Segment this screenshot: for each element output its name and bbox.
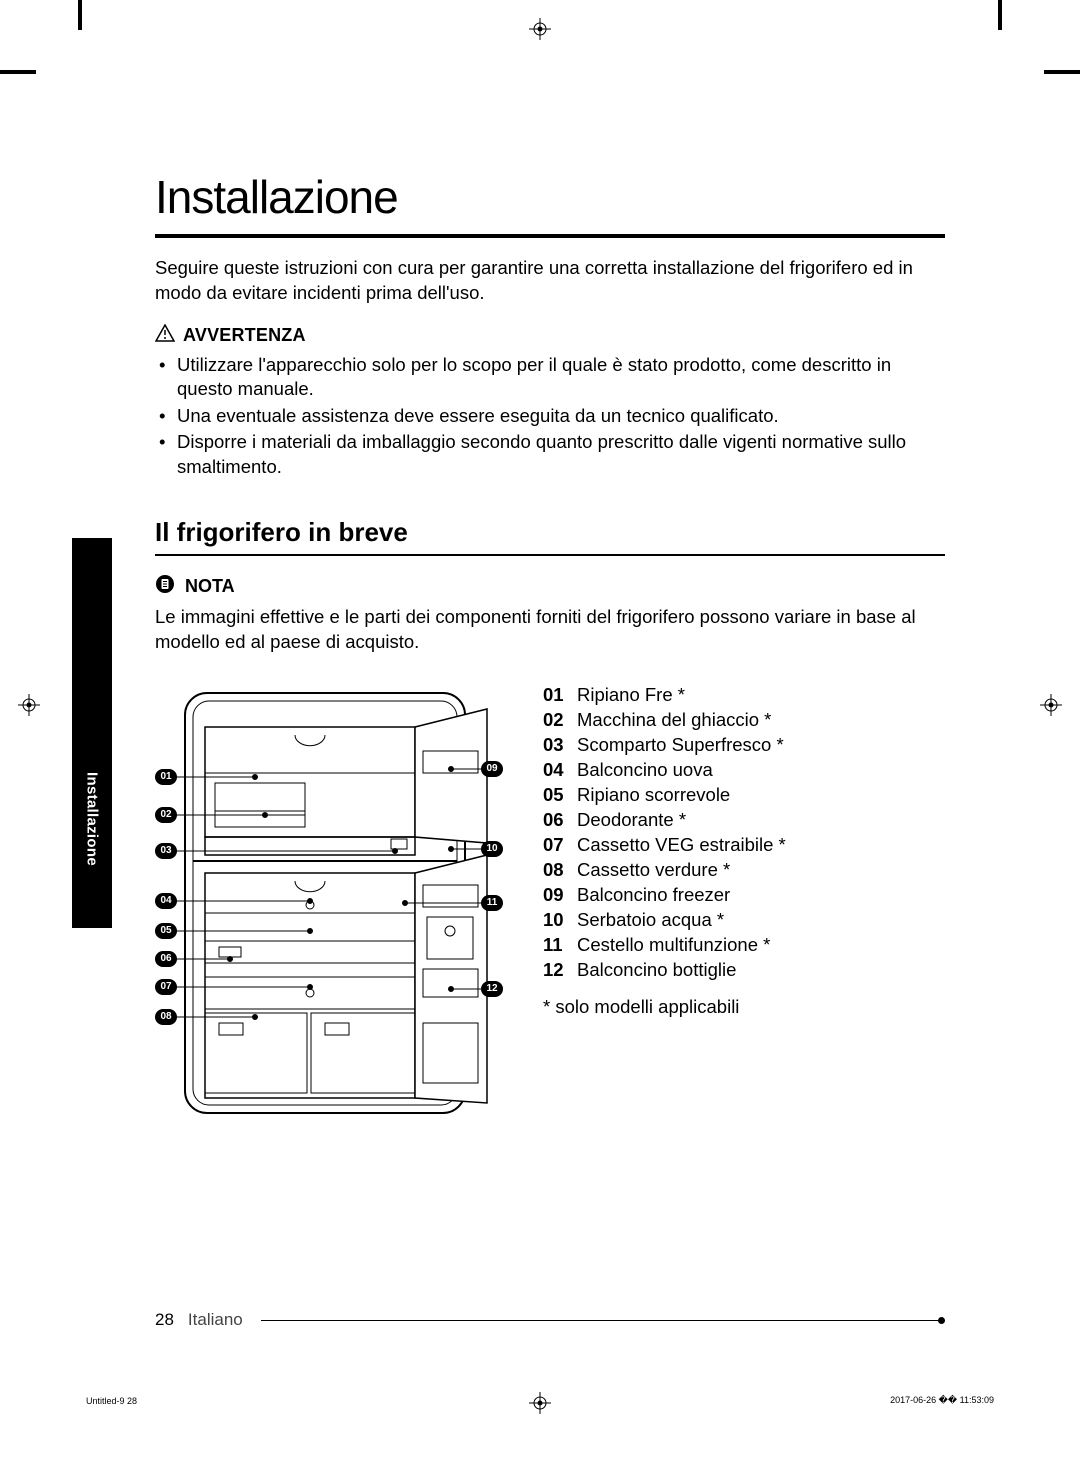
section-rule bbox=[155, 554, 945, 556]
title-rule bbox=[155, 234, 945, 238]
legend-row: 01Ripiano Fre * bbox=[543, 683, 786, 708]
warning-item: Utilizzare l'apparecchio solo per lo sco… bbox=[177, 353, 945, 402]
note-heading: NOTA bbox=[155, 574, 945, 599]
callout-08: 08 bbox=[155, 1009, 177, 1025]
crop-mark bbox=[1044, 70, 1080, 74]
legend-footnote: * solo modelli applicabili bbox=[543, 995, 786, 1020]
legend-row: 05Ripiano scorrevole bbox=[543, 783, 786, 808]
warning-icon bbox=[155, 324, 175, 347]
legend-row: 11Cestello multifunzione * bbox=[543, 933, 786, 958]
fridge-diagram: 01 02 03 04 05 06 07 08 09 10 11 12 bbox=[155, 683, 495, 1123]
legend-row: 03Scomparto Superfresco * bbox=[543, 733, 786, 758]
legend-row: 04Balconcino uova bbox=[543, 758, 786, 783]
warning-item: Una eventuale assistenza deve essere ese… bbox=[177, 404, 945, 428]
callout-03: 03 bbox=[155, 843, 177, 859]
callout-12: 12 bbox=[481, 981, 503, 997]
warning-list: Utilizzare l'apparecchio solo per lo sco… bbox=[155, 353, 945, 479]
section-heading: Il frigorifero in breve bbox=[155, 517, 945, 548]
legend-row: 06Deodorante * bbox=[543, 808, 786, 833]
crop-mark bbox=[0, 70, 36, 74]
registration-mark-top bbox=[529, 18, 551, 40]
callout-04: 04 bbox=[155, 893, 177, 909]
side-tab: Installazione bbox=[72, 538, 112, 928]
warning-item: Disporre i materiali da imballaggio seco… bbox=[177, 430, 945, 479]
callout-06: 06 bbox=[155, 951, 177, 967]
page-language: Italiano bbox=[188, 1310, 243, 1330]
page-title: Installazione bbox=[155, 170, 945, 224]
legend: 01Ripiano Fre * 02Macchina del ghiaccio … bbox=[543, 683, 786, 1123]
note-text: Le immagini effettive e le parti dei com… bbox=[155, 605, 945, 655]
legend-row: 07Cassetto VEG estraibile * bbox=[543, 833, 786, 858]
legend-row: 02Macchina del ghiaccio * bbox=[543, 708, 786, 733]
note-icon bbox=[155, 574, 175, 599]
note-label: NOTA bbox=[185, 576, 235, 597]
page-number: 28 bbox=[155, 1310, 174, 1330]
registration-mark-bottom bbox=[529, 1392, 551, 1414]
callout-01: 01 bbox=[155, 769, 177, 785]
legend-row: 08Cassetto verdure * bbox=[543, 858, 786, 883]
registration-mark-right bbox=[1040, 694, 1062, 716]
page-content: Installazione Seguire queste istruzioni … bbox=[155, 170, 945, 1123]
legend-row: 09Balconcino freezer bbox=[543, 883, 786, 908]
intro-text: Seguire queste istruzioni con cura per g… bbox=[155, 256, 945, 306]
meta-left: Untitled-9 28 bbox=[86, 1396, 137, 1406]
footer-rule bbox=[261, 1320, 945, 1321]
callout-05: 05 bbox=[155, 923, 177, 939]
side-tab-label: Installazione bbox=[84, 772, 101, 866]
page-footer: 28 Italiano bbox=[155, 1310, 945, 1330]
callout-02: 02 bbox=[155, 807, 177, 823]
crop-mark bbox=[998, 0, 1002, 30]
warning-heading: AVVERTENZA bbox=[155, 324, 945, 347]
callout-11: 11 bbox=[481, 895, 503, 911]
legend-row: 12Balconcino bottiglie bbox=[543, 958, 786, 983]
warning-label: AVVERTENZA bbox=[183, 325, 306, 346]
registration-mark-left bbox=[18, 694, 40, 716]
callout-10: 10 bbox=[481, 841, 503, 857]
meta-right: 2017-06-26 �� 11:53:09 bbox=[890, 1395, 994, 1406]
callout-07: 07 bbox=[155, 979, 177, 995]
crop-mark bbox=[78, 0, 82, 30]
legend-row: 10Serbatoio acqua * bbox=[543, 908, 786, 933]
callout-09: 09 bbox=[481, 761, 503, 777]
